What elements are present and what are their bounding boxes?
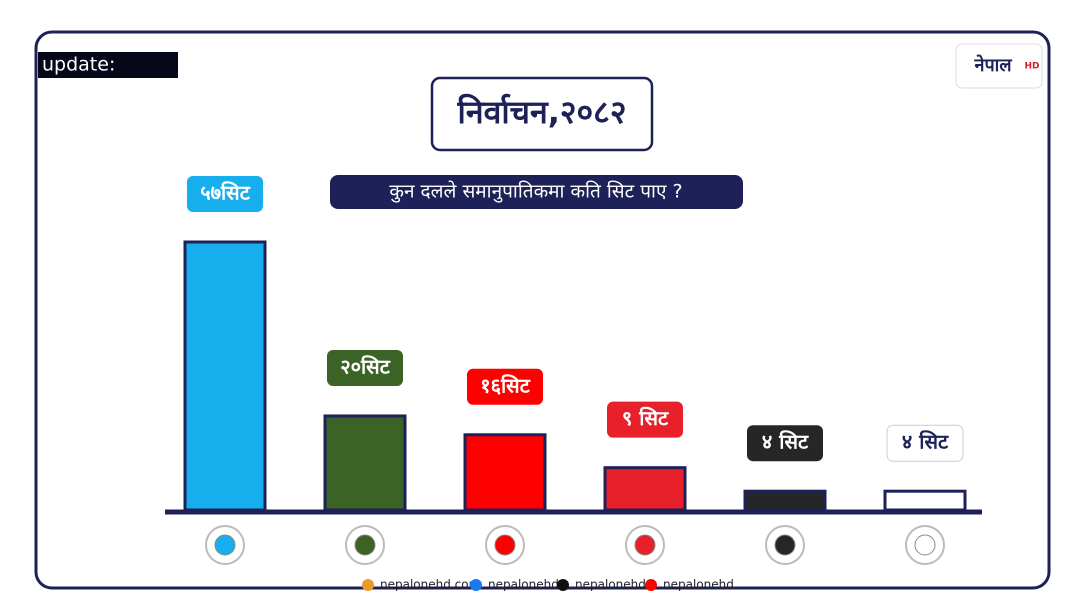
bars: ५७सिट २०सिट १६सिट ९ सिट ४ सिट ४ सिट — [183, 176, 967, 565]
bar — [603, 466, 687, 512]
party-symbol-inner — [634, 534, 656, 556]
logo: नेपाल — [973, 54, 1012, 76]
footer-facebook: nepalonehd — [488, 578, 559, 592]
web-icon — [362, 579, 374, 591]
footer-youtube: nepalonehd — [663, 578, 734, 592]
subtitle-box — [330, 175, 743, 209]
value-label-box — [886, 424, 964, 462]
value-label: ४ सिट — [762, 430, 809, 454]
footer: nepalonehd.com nepalonehd nepalonehd nep… — [362, 578, 734, 592]
party-symbol-inner — [914, 534, 936, 556]
value-label: ४ सिट — [902, 430, 949, 454]
footer-tiktok: nepalonehd — [575, 578, 646, 592]
bar — [883, 489, 967, 512]
bar — [183, 240, 267, 512]
chart-subtitle: कुन दलले समानुपातिकमा कति सिट पाए ? — [389, 180, 682, 204]
value-label-box — [467, 368, 543, 405]
youtube-icon — [645, 579, 657, 591]
party-symbol-inner — [494, 534, 516, 556]
party-symbol-inner — [774, 534, 796, 556]
tiktok-icon — [557, 579, 569, 591]
value-label-box — [187, 176, 263, 212]
party-symbol-inner — [354, 534, 376, 556]
logo-sub: HD — [1024, 62, 1039, 72]
value-label-box — [747, 425, 823, 462]
value-label-box — [607, 401, 683, 438]
value-label: १६सिट — [480, 373, 531, 397]
value-label: २०सिट — [340, 354, 390, 378]
bar — [743, 489, 827, 512]
footer-website: nepalonehd.com — [380, 578, 480, 592]
value-label: ५७सिट — [200, 181, 250, 205]
title-box — [430, 76, 654, 152]
update-box — [38, 52, 178, 78]
facebook-icon — [470, 579, 482, 591]
party-symbol-inner — [214, 534, 236, 556]
update-label: update: — [42, 54, 115, 76]
value-label-box — [327, 349, 403, 386]
value-label: ९ सिट — [622, 406, 669, 430]
bar — [463, 433, 547, 512]
bar — [323, 414, 407, 512]
logo-box — [955, 43, 1043, 89]
chart-title: निर्वाचन,२०८२ — [457, 93, 627, 131]
